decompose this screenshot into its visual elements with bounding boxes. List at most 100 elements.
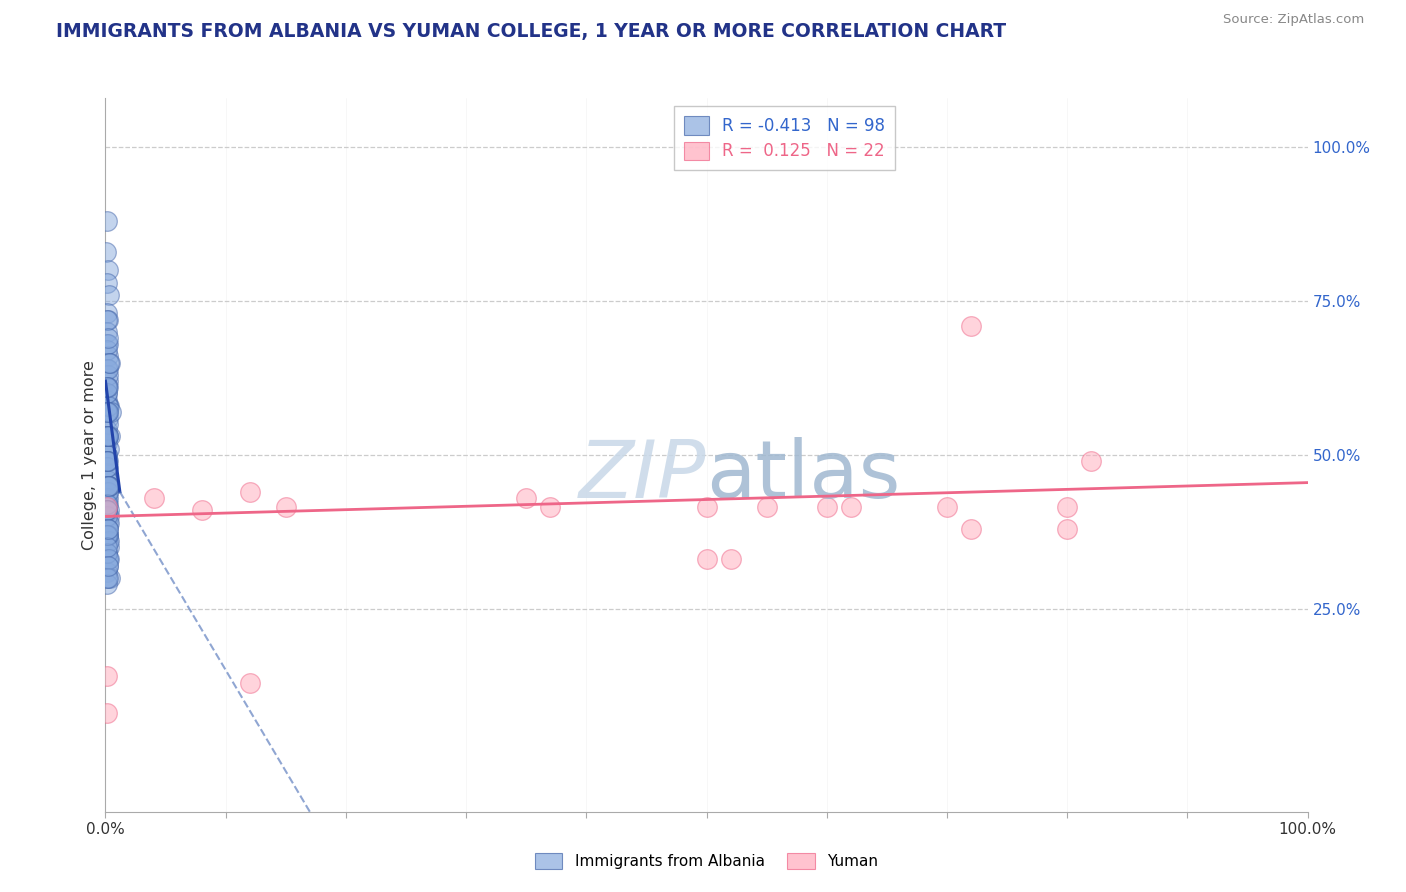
Point [96,361,118,376]
Point [96,337,118,351]
Point [97,497,120,511]
Point [96,306,118,320]
Point [96,503,118,517]
Point [96,546,118,560]
Point [97,263,120,277]
Point [538,500,561,515]
Point [97,337,120,351]
Point [98,288,121,302]
Point [696,552,718,566]
Point [97,552,120,566]
Point [1080,454,1102,468]
Point [97,405,120,419]
Point [97,350,120,364]
Point [96,460,118,475]
Point [96,435,118,450]
Point [97,522,120,536]
Point [96,325,118,339]
Point [98,571,121,585]
Point [960,318,983,333]
Point [96,473,118,487]
Point [97,522,120,536]
Point [1056,522,1078,536]
Text: ZIP: ZIP [579,437,707,516]
Point [97,417,120,432]
Point [515,491,537,505]
Point [98,478,121,492]
Point [96,522,118,536]
Point [98,442,121,456]
Point [97,484,120,499]
Point [96,503,118,517]
Point [97,368,120,382]
Point [96,343,118,358]
Point [97,429,120,443]
Point [96,448,118,462]
Point [274,500,297,515]
Point [96,454,118,468]
Legend: Immigrants from Albania, Yuman: Immigrants from Albania, Yuman [529,847,884,875]
Point [98,540,121,554]
Point [97,484,120,499]
Point [96,669,118,683]
Point [100,405,122,419]
Point [98,516,121,530]
Point [839,500,862,515]
Point [96,467,118,481]
Point [97,429,120,443]
Point [97,405,120,419]
Point [96,380,118,394]
Point [97,478,120,492]
Point [97,331,120,345]
Point [96,473,118,487]
Point [97,571,120,585]
Point [97,460,120,475]
Point [1056,500,1078,515]
Point [96,386,118,401]
Point [96,503,118,517]
Point [94,244,117,259]
Point [98,552,121,566]
Point [96,386,118,401]
Point [696,500,718,515]
Point [96,454,118,468]
Point [97,478,120,492]
Point [96,565,118,579]
Point [97,558,120,573]
Point [97,399,120,413]
Point [98,356,121,370]
Point [96,528,118,542]
Point [96,460,118,475]
Point [97,552,120,566]
Point [97,312,120,326]
Point [97,374,120,388]
Point [96,571,118,585]
Point [96,380,118,394]
Point [960,522,983,536]
Text: Source: ZipAtlas.com: Source: ZipAtlas.com [1223,13,1364,27]
Point [96,491,118,505]
Point [97,528,120,542]
Point [96,546,118,560]
Point [97,429,120,443]
Point [98,478,121,492]
Point [96,392,118,407]
Point [96,454,118,468]
Point [98,534,121,549]
Point [96,706,118,721]
Point [96,423,118,437]
Point [97,380,120,394]
Point [190,503,212,517]
Point [98,509,121,524]
Point [96,540,118,554]
Point [97,491,120,505]
Point [97,558,120,573]
Point [720,552,742,566]
Point [97,361,120,376]
Point [96,405,118,419]
Point [96,312,118,326]
Point [97,411,120,425]
Point [142,491,165,505]
Point [98,429,121,443]
Y-axis label: College, 1 year or more: College, 1 year or more [82,360,97,549]
